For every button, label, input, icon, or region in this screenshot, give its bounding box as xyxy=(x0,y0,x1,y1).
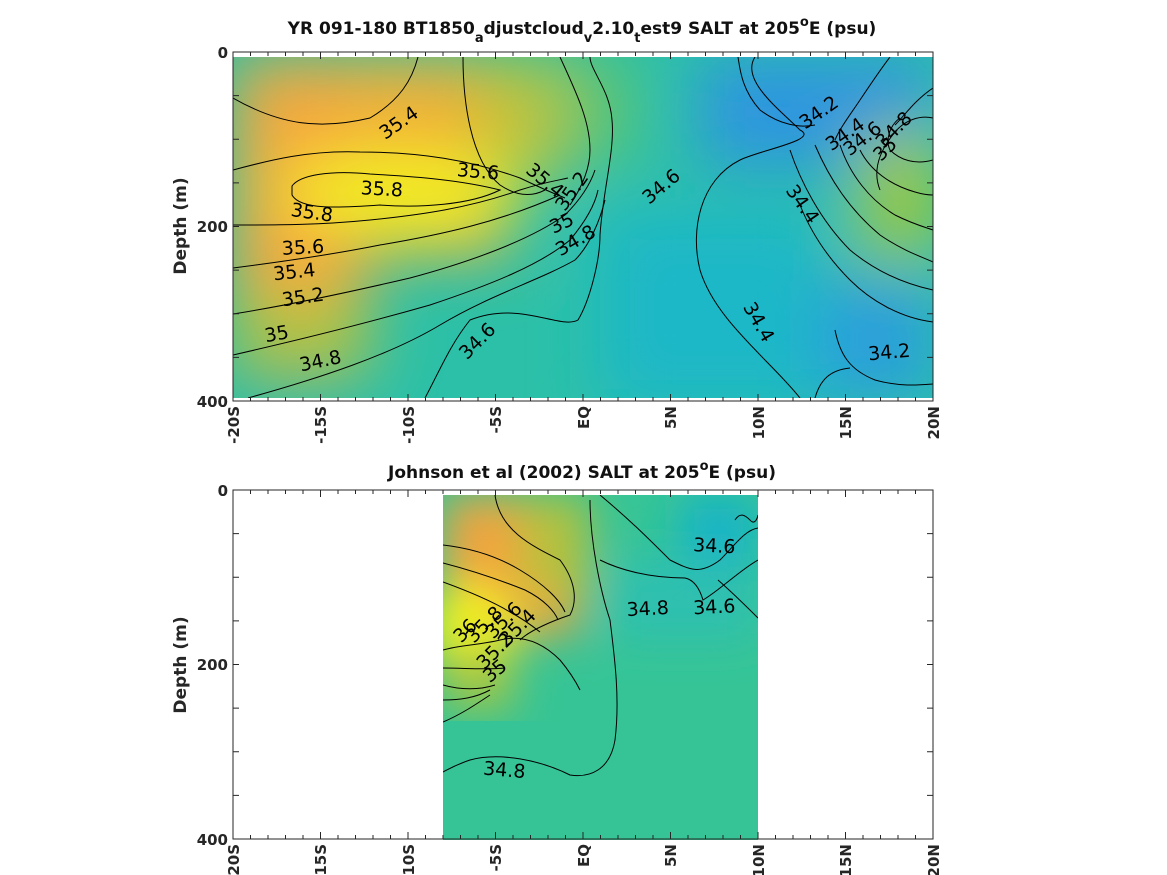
bottom-x-tick-label: 5N xyxy=(662,844,680,867)
bottom-panel: Johnson et al (2002) SALT at 205oE (psu) xyxy=(171,459,943,875)
bottom-x-tick-label: 15N xyxy=(837,844,855,875)
top-y-tick-label: 200 xyxy=(197,218,228,236)
top-contour-label: 35.4 xyxy=(272,259,316,285)
bottom-y-tick-label: 200 xyxy=(197,656,228,674)
top-chart-title: YR 091-180 BT1850adjustcloudv2.10test9 S… xyxy=(287,15,877,46)
bottom-contour-label: 34.8 xyxy=(626,597,669,621)
bottom-chart-title: Johnson et al (2002) SALT at 205oE (psu) xyxy=(387,459,776,483)
bottom-contour-label: 34.6 xyxy=(693,595,736,619)
bottom-contour-lines xyxy=(443,495,758,777)
bottom-x-tick-label: 20N xyxy=(925,844,943,875)
top-x-tick-label: -15S xyxy=(312,406,330,444)
top-contour-label: 35.6 xyxy=(456,159,500,185)
bottom-x-tick-label: EQ xyxy=(575,844,593,867)
top-x-tick-label: 5N xyxy=(662,406,680,429)
top-contour-label: 35.8 xyxy=(360,177,403,201)
top-x-ticks xyxy=(232,52,934,401)
top-x-tick-labels: -20S -15S -10S -5S EQ 5N 10N 15N 20N xyxy=(225,406,943,444)
top-contour-label: 34.2 xyxy=(867,340,911,366)
top-x-tick-label: EQ xyxy=(575,406,593,429)
bottom-x-tick-label: -20S xyxy=(225,844,243,875)
bottom-y-ticks xyxy=(233,489,933,840)
bottom-y-axis-label: Depth (m) xyxy=(171,616,191,713)
top-contour-label: 35 xyxy=(263,321,291,347)
top-x-tick-label: -5S xyxy=(487,406,505,433)
bottom-contour-label: 34.6 xyxy=(693,534,736,558)
bottom-x-tick-label: 10N xyxy=(750,844,768,875)
top-x-tick-label: 20N xyxy=(925,406,943,439)
bottom-x-tick-label: -10S xyxy=(400,844,418,875)
bottom-heatmap xyxy=(443,495,758,840)
bottom-y-tick-label: 0 xyxy=(218,482,228,500)
top-x-tick-label: -20S xyxy=(225,406,243,444)
bottom-y-tick-label: 400 xyxy=(197,831,228,849)
top-contour-lines xyxy=(233,57,933,398)
top-y-tick-label: 0 xyxy=(218,44,228,62)
top-y-ticks xyxy=(233,51,933,402)
top-x-tick-label: -10S xyxy=(400,406,418,444)
top-contour-label: 35.6 xyxy=(281,236,324,260)
top-panel: YR 091-180 BT1850adjustcloudv2.10test9 S… xyxy=(171,15,943,444)
bottom-x-tick-labels: -20S -15S -10S -5S EQ 5N 10N 15N 20N xyxy=(225,844,943,875)
bottom-contour-label: 34.8 xyxy=(482,758,526,784)
top-x-tick-label: 15N xyxy=(837,406,855,439)
top-x-tick-label: 10N xyxy=(750,406,768,439)
bottom-x-tick-label: -5S xyxy=(487,844,505,871)
top-y-axis-label: Depth (m) xyxy=(171,177,191,274)
bottom-x-tick-label: -15S xyxy=(312,844,330,875)
top-y-tick-label: 400 xyxy=(197,393,228,411)
bottom-x-ticks xyxy=(232,490,934,839)
